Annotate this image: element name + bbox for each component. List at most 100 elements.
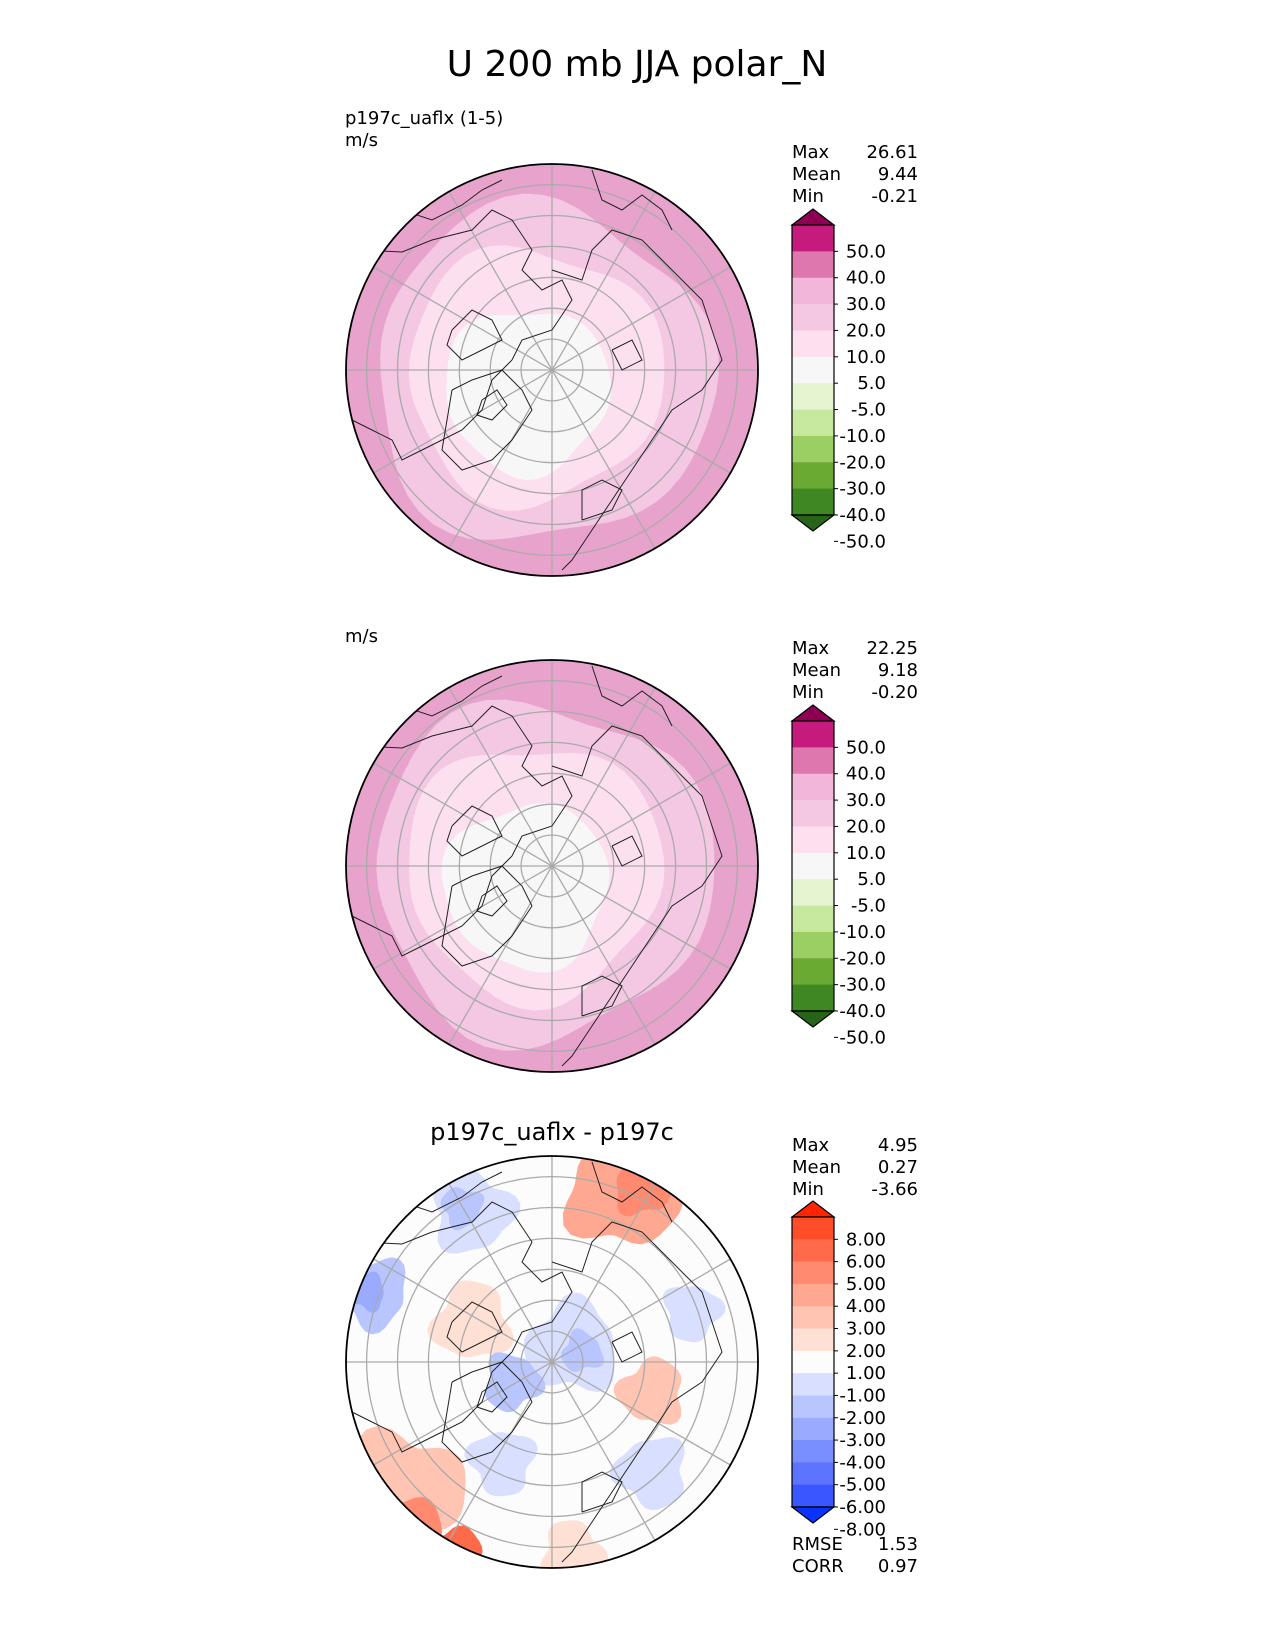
stat-name-mean: Mean: [792, 660, 841, 681]
coast-novaya-zemlya: [611, 835, 643, 867]
stat-value-mean: 9.44: [878, 164, 918, 185]
panel-units: m/s: [345, 130, 378, 151]
panel-units: m/s: [345, 626, 378, 647]
colorbar-segment: [792, 826, 834, 854]
colorbar: 50.0 40.0 30.0 20.0 10.0 5.0 -5.0 -10.0 -20.0 -30…: [790, 208, 886, 552]
coast-hudson: [476, 1381, 508, 1413]
colorbar-segment: [792, 1261, 834, 1285]
footer-name-rmse: RMSE: [792, 1534, 843, 1555]
colorbar-segment: [792, 1462, 834, 1486]
coast-hudson: [476, 389, 508, 421]
coast-scandinavia: [581, 479, 623, 521]
colorbar-segment: [792, 330, 834, 358]
colorbar-tick-label: 6.00: [846, 1252, 886, 1273]
colorbar-segment: [792, 488, 834, 516]
footer-name-corr: CORR: [792, 1556, 844, 1577]
colorbar-frame: [791, 720, 835, 1012]
map-panel-3: p197c_uaflx - p197c Max 4.95 Mean 0.27 Min -3.…: [345, 1118, 918, 1577]
graticule: [346, 660, 758, 1072]
colorbar-tick-label: 5.0: [857, 373, 886, 394]
colorbar-tick-label: 1.00: [846, 1363, 886, 1384]
coast-greenland: [441, 369, 533, 471]
stat-value-max: 26.61: [866, 142, 918, 163]
colorbar-tick-label: -6.00: [839, 1497, 886, 1518]
stats-block: Max 26.61 Mean 9.44 Min -0.21: [792, 142, 918, 207]
colorbar-tick-label: 20.0: [846, 320, 886, 341]
graticule: [346, 1156, 758, 1568]
coast-hudson: [476, 885, 508, 917]
coast-eurasia: [551, 1221, 723, 1563]
stat-name-min: Min: [792, 186, 824, 207]
field-layer: [346, 164, 758, 576]
field-patch: [440, 1187, 485, 1231]
colorbar-segment: [792, 852, 834, 880]
colorbar-tick-label: 30.0: [846, 790, 886, 811]
coast-alaska: [401, 1171, 503, 1213]
colorbar-extend-bottom: [790, 1010, 836, 1028]
colorbar-tick-label: 10.0: [846, 843, 886, 864]
colorbar-segment: [792, 383, 834, 411]
coast-archipelago: [446, 309, 503, 361]
colorbar-tick-label: 40.0: [846, 764, 886, 785]
colorbar-tick-label: -30.0: [839, 479, 886, 500]
colorbar-tick-label: 50.0: [846, 737, 886, 758]
coastlines: [351, 169, 723, 571]
stat-name-min: Min: [792, 1179, 824, 1200]
colorbar-tick-label: -10.0: [839, 426, 886, 447]
coast-north-america: [351, 705, 573, 957]
colorbar-segment: [792, 1440, 834, 1463]
field-layer: [346, 1156, 758, 1568]
coast-eurasia: [551, 229, 723, 571]
colorbar-segment: [792, 1417, 834, 1441]
colorbar-segment: [792, 1283, 834, 1307]
map-boundary: [345, 1155, 759, 1569]
colorbar-segment: [792, 773, 834, 801]
field-patch: [609, 1437, 685, 1511]
stat-value-max: 22.25: [866, 638, 918, 659]
map-boundary: [345, 163, 759, 577]
colorbar-segment: [792, 1239, 834, 1263]
stat-name-mean: Mean: [792, 164, 841, 185]
colorbar-tick-label: -5.0: [851, 400, 886, 421]
colorbar-tick-label: 8.00: [846, 1229, 886, 1250]
coast-greenland: [441, 1361, 533, 1463]
colorbar-segment: [792, 1395, 834, 1419]
colorbar-tick-label: -20.0: [839, 452, 886, 473]
footer-value-rmse: 1.53: [878, 1534, 918, 1555]
coast-scandinavia: [581, 1471, 623, 1513]
colorbar-tick-label: 2.00: [846, 1341, 886, 1362]
colorbar-frame: [791, 1216, 835, 1508]
field-patch: [560, 1328, 605, 1373]
colorbar-segment: [792, 1306, 834, 1330]
colorbar-segment: [792, 984, 834, 1012]
coast-north-america: [351, 1201, 573, 1453]
field-band: [446, 313, 612, 480]
coast-novaya-zemlya: [611, 1331, 643, 1363]
coast-archipelago: [446, 805, 503, 857]
colorbar-tick-label: -40.0: [839, 505, 886, 526]
colorbar-tick-label: 5.00: [846, 1274, 886, 1295]
colorbar-tick-label: 10.0: [846, 347, 886, 368]
stat-name-max: Max: [792, 1135, 830, 1156]
figure-title: U 200 mb JJA polar_N: [447, 44, 828, 85]
coast-novaya-zemlya: [611, 339, 643, 371]
field-patch: [364, 1496, 443, 1568]
stat-value-max: 4.95: [878, 1135, 918, 1156]
stat-name-min: Min: [792, 682, 824, 703]
colorbar-extend-bottom: [790, 1506, 836, 1524]
meridian: [373, 762, 731, 970]
colorbar-tick-label: -5.0: [851, 896, 886, 917]
colorbar-tick-label: 5.0: [857, 869, 886, 890]
coast-archipelago: [446, 1301, 503, 1353]
colorbar-tick-label: 4.00: [846, 1296, 886, 1317]
field-patch: [484, 1352, 546, 1413]
colorbar-segment: [792, 1484, 834, 1508]
meridian: [373, 266, 731, 474]
map-boundary: [345, 659, 759, 1073]
colorbar-tick-label: -1.00: [839, 1385, 886, 1406]
coast-siberia-east: [591, 1161, 673, 1223]
field-patch: [662, 1286, 726, 1343]
colorbar-tick-label: 30.0: [846, 294, 886, 315]
colorbar-segment: [792, 1328, 834, 1352]
